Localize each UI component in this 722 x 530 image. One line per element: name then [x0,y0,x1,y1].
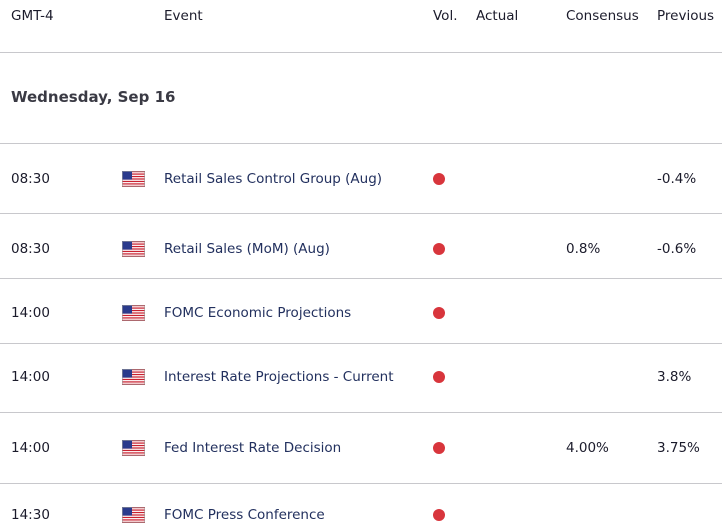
divider [0,143,722,144]
previous-value: 3.75% [657,440,700,456]
column-header: GMT-4 [11,8,54,24]
column-header: Vol. [433,8,458,24]
us-flag [122,305,145,325]
volatility-dot [433,307,445,319]
event-name: Fed Interest Rate Decision [164,440,342,456]
event-name: Retail Sales (MoM) (Aug) [164,241,330,257]
previous-value: -0.4% [657,171,697,187]
divider [0,213,722,214]
column-header: Event [164,8,203,24]
us-flag [122,369,145,389]
event-time: 08:30 [11,241,50,257]
column-header: Actual [476,8,519,24]
volatility-dot [433,243,445,255]
event-time: 14:30 [11,507,50,523]
event-time: 08:30 [11,171,50,187]
volatility-dot [433,371,445,383]
divider [0,412,722,413]
divider [0,278,722,279]
previous-value: -0.6% [657,241,697,257]
volatility-dot [433,509,445,521]
event-time: 14:00 [11,369,50,385]
divider [0,483,722,484]
event-time: 14:00 [11,440,50,456]
divider [0,343,722,344]
event-name: FOMC Economic Projections [164,305,352,321]
consensus-value: 4.00% [566,440,609,456]
us-flag [122,171,145,191]
us-flag [122,440,145,460]
column-header: Previous [657,8,715,24]
us-flag [122,241,145,261]
previous-value: 3.8% [657,369,692,385]
consensus-value: 0.8% [566,241,601,257]
us-flag [122,507,145,527]
volatility-dot [433,173,445,185]
event-name: FOMC Press Conference [164,507,325,523]
volatility-dot [433,442,445,454]
event-name: Retail Sales Control Group (Aug) [164,171,383,187]
date-heading: Wednesday, Sep 16 [11,88,176,106]
divider [0,52,722,53]
event-time: 14:00 [11,305,50,321]
event-name: Interest Rate Projections - Current [164,369,394,385]
column-header: Consensus [566,8,639,24]
